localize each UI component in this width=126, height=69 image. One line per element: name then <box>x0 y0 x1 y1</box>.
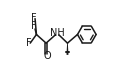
Polygon shape <box>67 43 68 55</box>
Text: NH: NH <box>50 28 65 38</box>
Text: F: F <box>30 13 36 23</box>
Text: F: F <box>26 38 31 48</box>
Text: O: O <box>43 51 51 61</box>
Text: F: F <box>30 21 36 31</box>
